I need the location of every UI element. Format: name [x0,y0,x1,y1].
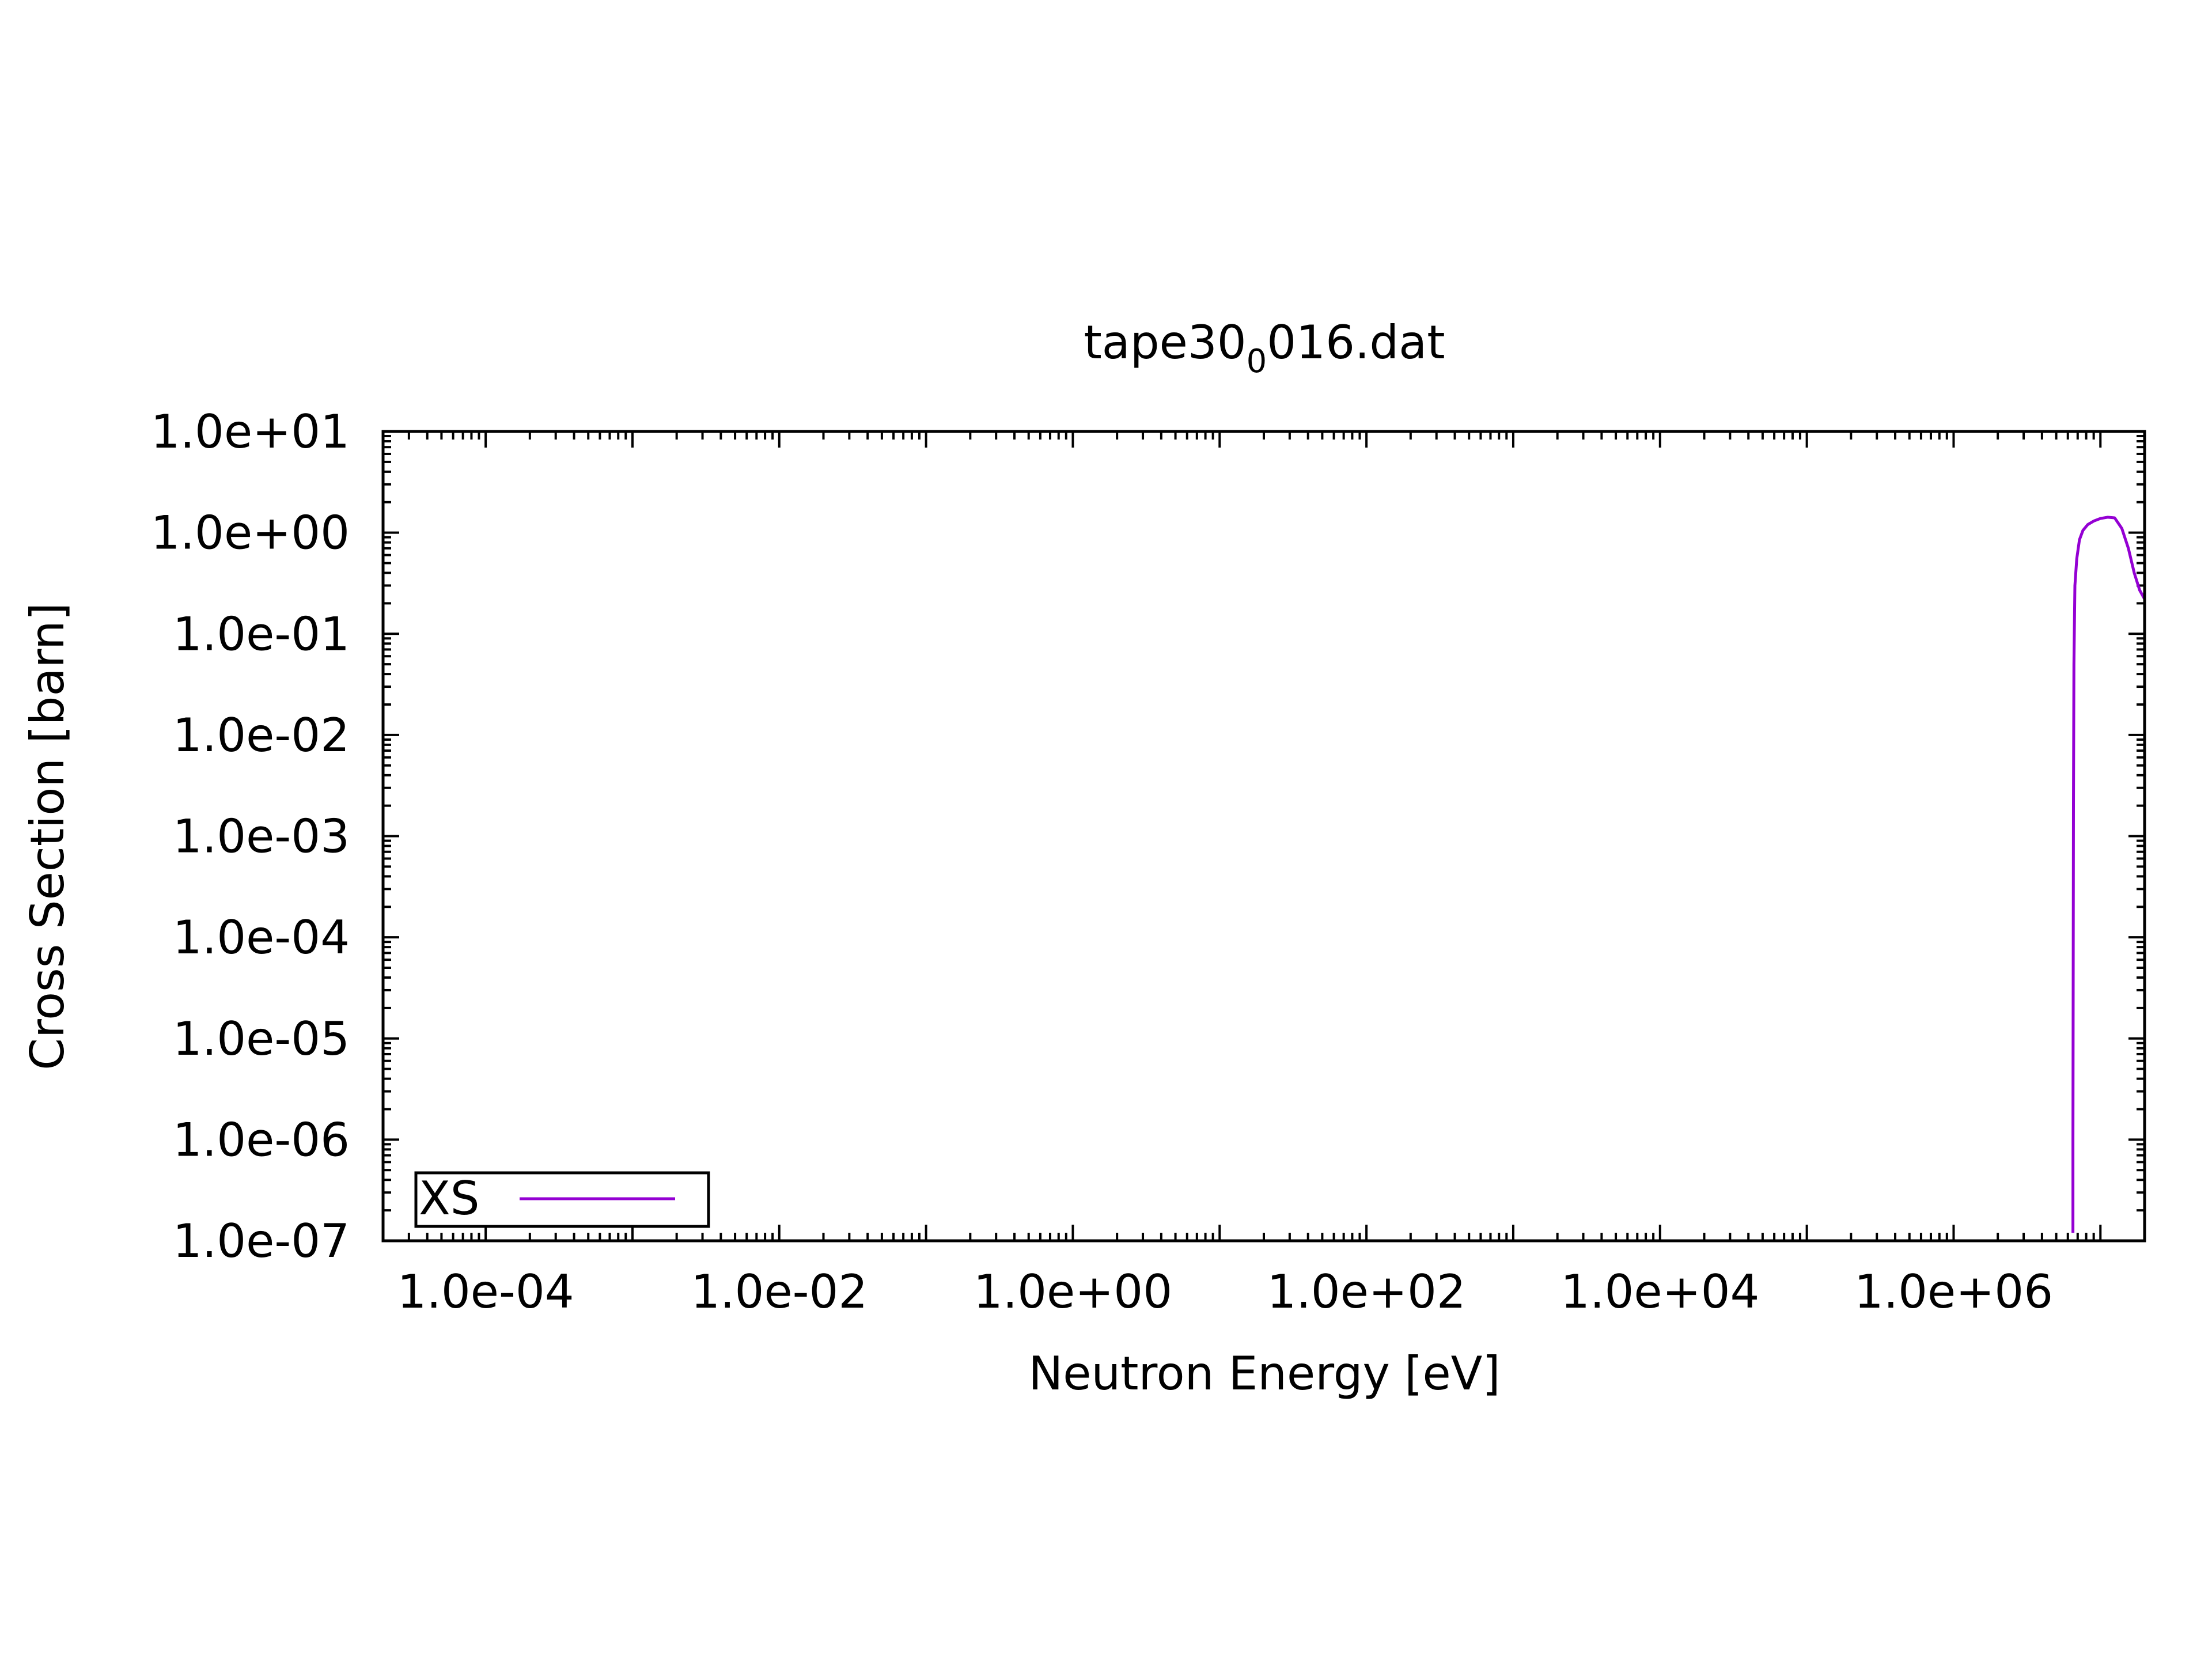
legend: XS [414,1171,710,1228]
x-tick-label: 1.0e+06 [1854,1265,2053,1319]
y-tick-label: 1.0e-05 [173,1012,350,1066]
x-tick-label: 1.0e-02 [691,1265,868,1319]
y-tick-label: 1.0e-06 [173,1113,350,1166]
legend-label: XS [419,1172,480,1225]
y-tick-label: 1.0e-04 [173,911,350,964]
x-tick-label: 1.0e+00 [974,1265,1172,1319]
chart-title-subscript: 0 [1247,343,1267,380]
chart-title-main: tape30 [1084,316,1246,369]
y-tick-label: 1.0e-07 [173,1214,350,1268]
x-axis-label: Neutron Energy [eV] [1028,1347,1500,1400]
axis-ticks [382,430,2146,1242]
y-axis-label: Cross Section [barn] [21,603,74,1070]
plot-frame [381,430,2146,1243]
y-tick-label: 1.0e+01 [151,405,350,459]
y-tick-label: 1.0e+00 [151,506,350,560]
y-tick-label: 1.0e-02 [173,709,350,762]
x-tick-label: 1.0e-04 [397,1265,574,1319]
chart-title-suffix: 016.dat [1267,316,1445,369]
y-tick-label: 1.0e-01 [173,607,350,661]
x-tick-label: 1.0e+04 [1560,1265,1759,1319]
xs-series-line [2071,516,2146,1233]
y-tick-label: 1.0e-03 [173,810,350,863]
x-tick-label: 1.0e+02 [1267,1265,1465,1319]
chart-title: tape300016.dat [1084,316,1445,380]
axis-tick-labels: 1.0e-04 1.0e-02 1.0e+00 1.0e+02 1.0e+04 1.0e+… [151,405,2053,1319]
